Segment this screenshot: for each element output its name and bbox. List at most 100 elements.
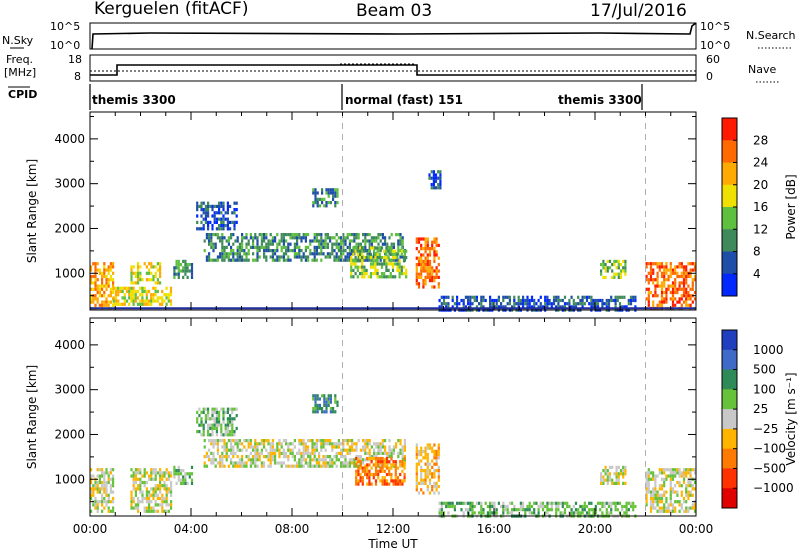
echo-cell xyxy=(663,265,666,269)
echo-cell xyxy=(226,423,229,427)
echo-cell xyxy=(333,442,336,446)
echo-cell xyxy=(293,445,296,449)
echo-cell xyxy=(351,233,354,237)
echo-cell xyxy=(125,286,129,290)
echo-cell xyxy=(139,477,142,481)
echo-cell xyxy=(337,442,340,446)
echo-cell xyxy=(320,448,323,452)
echo-cell xyxy=(420,488,423,492)
echo-cell xyxy=(128,289,131,294)
echo-cell xyxy=(674,484,677,488)
echo-cell xyxy=(613,263,616,267)
echo-cell xyxy=(302,442,305,446)
echo-cell xyxy=(361,256,364,260)
echo-cell xyxy=(403,463,406,467)
echo-cell xyxy=(112,265,115,269)
echo-cell xyxy=(594,504,597,509)
echo-cell xyxy=(370,242,373,246)
echo-cell xyxy=(356,249,359,253)
echo-cell xyxy=(154,293,157,297)
echo-cell xyxy=(511,508,514,512)
echo-cell xyxy=(674,468,677,472)
echo-cell xyxy=(265,255,268,259)
echo-cell xyxy=(384,236,387,240)
echo-cell xyxy=(353,464,356,468)
echo-cell xyxy=(300,451,303,455)
echo-cell xyxy=(230,461,233,465)
echo-cell xyxy=(103,294,106,298)
echo-cell xyxy=(394,256,397,260)
echo-cell xyxy=(210,439,213,443)
echo-cell xyxy=(346,233,349,237)
echo-cell xyxy=(233,201,236,205)
echo-cell xyxy=(132,487,135,491)
echo-cell xyxy=(307,439,310,443)
echo-cell xyxy=(254,439,257,443)
echo-cell xyxy=(424,247,427,251)
echo-cell xyxy=(693,480,697,485)
echo-cell xyxy=(361,272,364,276)
echo-cell xyxy=(358,246,362,250)
echo-cell xyxy=(137,281,140,285)
echo-cell xyxy=(213,407,216,411)
echo-cell xyxy=(211,407,214,411)
colorbar-tick-label: 1000 xyxy=(753,343,784,357)
echo-cell xyxy=(236,249,239,253)
echo-cell xyxy=(90,480,93,485)
echo-cell xyxy=(220,227,223,231)
echo-cell xyxy=(213,217,216,221)
echo-cell xyxy=(143,471,146,475)
echo-cell xyxy=(665,300,668,304)
echo-cell xyxy=(143,509,146,513)
colorbar-label: Power [dB] xyxy=(784,174,798,239)
echo-cell xyxy=(462,501,465,505)
echo-cell xyxy=(424,462,427,466)
echo-cell xyxy=(605,501,608,505)
echo-cell xyxy=(588,295,591,299)
echo-cell xyxy=(522,298,525,303)
echo-cell xyxy=(276,461,279,465)
echo-cell xyxy=(420,237,423,241)
echo-cell xyxy=(209,417,212,421)
echo-cell xyxy=(337,445,340,449)
echo-cell xyxy=(254,236,257,240)
echo-cell xyxy=(386,242,389,246)
echo-cell xyxy=(379,249,382,253)
echo-cell xyxy=(302,458,305,462)
echo-cell xyxy=(112,500,115,504)
echo-cell xyxy=(313,464,316,468)
echo-cell xyxy=(200,417,203,421)
echo-cell xyxy=(394,275,397,279)
echo-cell xyxy=(158,302,162,306)
echo-cell xyxy=(351,249,354,253)
echo-cell xyxy=(433,453,436,457)
echo-cell xyxy=(321,188,324,192)
echo-cell xyxy=(223,255,226,259)
echo-cell xyxy=(94,284,97,288)
echo-cell xyxy=(231,426,234,430)
echo-cell xyxy=(293,455,296,459)
echo-cell xyxy=(245,461,248,465)
echo-cell xyxy=(276,442,279,446)
echo-cell xyxy=(590,501,593,505)
echo-cell xyxy=(92,274,95,279)
echo-cell xyxy=(322,458,325,462)
echo-cell xyxy=(533,511,536,515)
echo-cell xyxy=(374,469,378,473)
echo-cell xyxy=(307,258,310,262)
echo-cell xyxy=(322,245,325,249)
echo-cell xyxy=(287,255,290,259)
echo-cell xyxy=(522,305,525,309)
echo-cell xyxy=(207,407,210,411)
echo-cell xyxy=(348,252,351,256)
echo-cell xyxy=(363,249,366,253)
echo-cell xyxy=(517,302,520,306)
echo-cell xyxy=(98,303,101,307)
echo-cell xyxy=(337,245,340,249)
echo-cell xyxy=(517,508,520,512)
echo-cell xyxy=(219,236,222,240)
echo-cell xyxy=(447,305,450,309)
echo-cell xyxy=(415,272,418,276)
echo-cell xyxy=(340,461,343,465)
echo-cell xyxy=(311,451,314,455)
